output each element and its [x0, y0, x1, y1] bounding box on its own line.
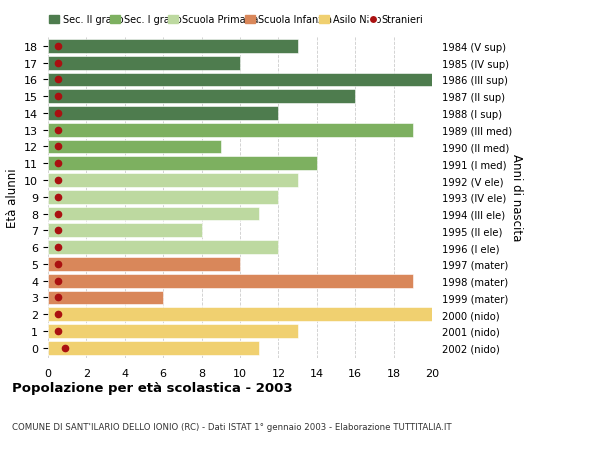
Bar [48, 224, 202, 238]
Bar [48, 257, 240, 271]
Bar [48, 241, 278, 254]
Bar [48, 308, 432, 321]
Text: COMUNE DI SANT'ILARIO DELLO IONIO (RC) - Dati ISTAT 1° gennaio 2003 - Elaborazio: COMUNE DI SANT'ILARIO DELLO IONIO (RC) -… [12, 422, 452, 431]
Bar [48, 174, 298, 187]
Bar [48, 291, 163, 305]
Text: Popolazione per età scolastica - 2003: Popolazione per età scolastica - 2003 [12, 381, 293, 394]
Bar [48, 325, 298, 338]
Bar [48, 40, 298, 54]
Bar [48, 207, 259, 221]
Y-axis label: Anni di nascita: Anni di nascita [510, 154, 523, 241]
Bar [48, 274, 413, 288]
Bar [48, 90, 355, 104]
Legend: Sec. II grado, Sec. I grado, Scuola Primaria, Scuola Infanzia, Asilo Nido, Stran: Sec. II grado, Sec. I grado, Scuola Prim… [49, 16, 423, 25]
Y-axis label: Età alunni: Età alunni [5, 168, 19, 227]
Bar [48, 140, 221, 154]
Bar [48, 56, 240, 70]
Bar [48, 107, 278, 121]
Bar [48, 190, 278, 204]
Bar [48, 157, 317, 171]
Bar [48, 341, 259, 355]
Bar [48, 123, 413, 137]
Bar [48, 73, 432, 87]
